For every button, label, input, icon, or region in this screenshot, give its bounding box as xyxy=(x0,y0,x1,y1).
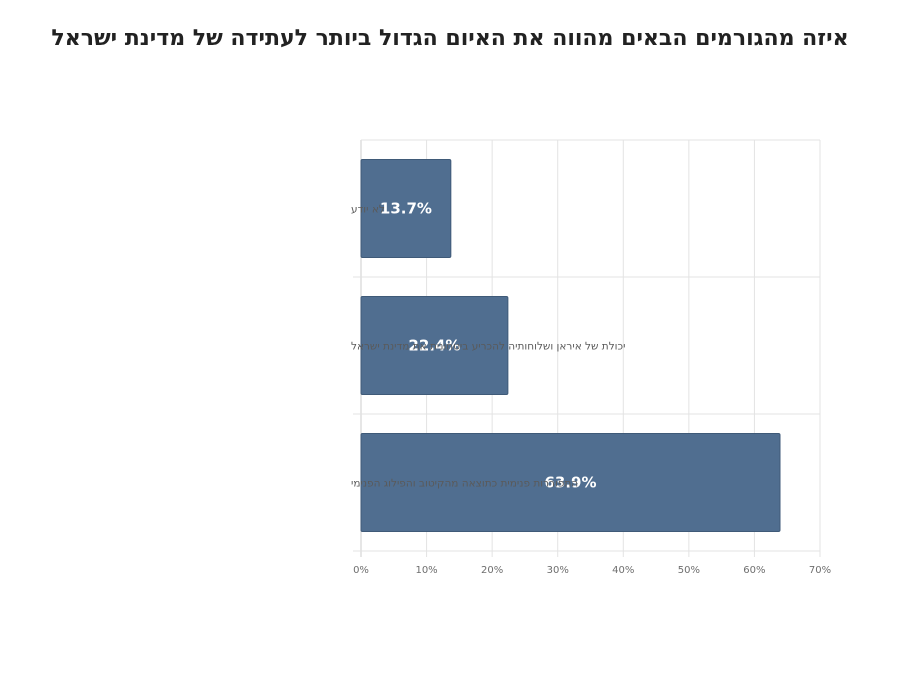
x-tick-label: 60% xyxy=(743,565,765,576)
bar xyxy=(360,159,452,258)
labels-layer: 13.7% 22.4% 63.9% xyxy=(380,200,597,492)
y-axis-categories: לא יודע יכולת של איראן ושלוחותיה להכריע ב… xyxy=(351,204,625,490)
data-label: 22.4% xyxy=(408,337,460,355)
x-tick-label: 70% xyxy=(809,565,831,576)
x-tick-label: 20% xyxy=(481,565,503,576)
category-label: לא יודע xyxy=(351,204,385,216)
x-axis-ticks: 0% 10% 20% 30% 40% 50% 60% 70% xyxy=(353,565,831,576)
x-tick-label: 40% xyxy=(612,565,634,576)
bar xyxy=(360,433,781,532)
data-label: 13.7% xyxy=(380,200,432,218)
bar xyxy=(360,296,509,395)
chart-title: איזה מהגורמים הבאים מהווה את האיום הגדול… xyxy=(51,26,849,51)
bars-layer xyxy=(360,159,781,532)
category-label: התפוררות פנימית כתוצאה מהקיטוב והפילוג ה… xyxy=(351,478,578,490)
x-tick-label: 30% xyxy=(547,565,569,576)
x-tick-label: 50% xyxy=(678,565,700,576)
x-tick-label: 10% xyxy=(415,565,437,576)
data-label: 63.9% xyxy=(544,474,596,492)
category-label: יכולת של איראן ושלוחותיה להכריע ביטחונית… xyxy=(351,341,625,353)
x-tick-label: 0% xyxy=(353,565,369,576)
